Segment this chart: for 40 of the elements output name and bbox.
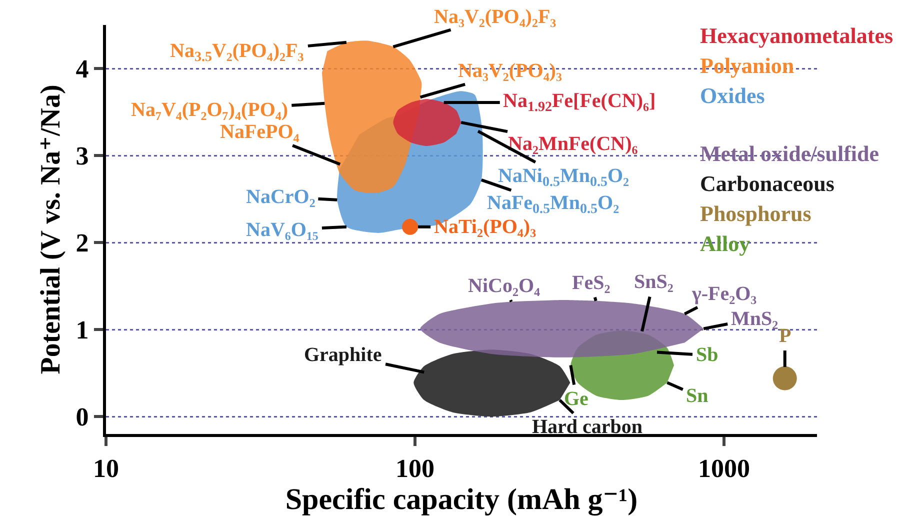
text: Polyanion <box>700 53 794 78</box>
y-tick-label: 1 <box>76 316 89 345</box>
annotation: Graphite <box>304 344 382 366</box>
annotation: NaFePO₄ <box>220 121 300 143</box>
text: Metal oxide/sulfide <box>700 141 880 166</box>
x-tick-label: 100 <box>395 454 434 484</box>
annotation: NaTi₂(PO₄)₃ <box>434 216 536 238</box>
x-tick-label: 10 <box>93 454 119 484</box>
y-tick-label: 0 <box>76 402 89 432</box>
annotation: NaFe$_{0.5}$Mn$_{0.5}$O₂ <box>487 192 620 218</box>
annotation: Na₃V₂(PO₄)₃ <box>458 60 562 82</box>
text: Hexacyanometalates <box>700 23 894 48</box>
annotation: Na$_{1.92}$Fe[Fe(CN)₆] <box>503 90 656 116</box>
annotation: Sn <box>686 385 708 407</box>
annotation: Hard carbon <box>532 416 643 438</box>
text: Phosphorus <box>700 201 812 226</box>
annotation: SnS₂ <box>634 271 674 293</box>
annotation: NiCo₂O₄ <box>468 275 540 297</box>
annotation: MnS₂ <box>731 308 778 330</box>
annotation: Ge <box>564 388 589 410</box>
y-tick-label: 4 <box>76 54 89 84</box>
annotation: NaNi$_{0.5}$Mn$_{0.5}$O₂ <box>498 165 630 190</box>
y-axis-title: Potential (V vs. Na⁺/Na) <box>36 84 66 374</box>
annotation: γ-Fe₂O₃ <box>691 283 757 305</box>
annotation: Sb <box>696 344 718 366</box>
annotation: Na₃V₂(PO₄)₂F₃ <box>434 6 556 28</box>
annotation: Na$_{3.5}$V₂(PO₄)₂F₃ <box>170 40 304 66</box>
text: Oxides <box>700 83 766 108</box>
text: Carbonaceous <box>700 171 835 196</box>
text: Alloy <box>700 231 750 256</box>
annotation: NaV₆O₁₅ <box>246 219 318 241</box>
y-tick-label: 2 <box>76 228 89 258</box>
annotation: FeS₂ <box>572 272 610 294</box>
x-tick-label: 1000 <box>698 454 750 484</box>
annotation: NaCrO₂ <box>246 186 316 208</box>
annotation: Na₂MnFe(CN)₆ <box>508 133 638 155</box>
annotation: Na₇V₄(P₂O₇)₄(PO₄) <box>131 99 288 121</box>
annotation: P <box>779 325 792 347</box>
y-tick-label: 3 <box>76 142 89 171</box>
x-axis-title: Specific capacity (mAh g⁻¹) <box>285 483 638 516</box>
